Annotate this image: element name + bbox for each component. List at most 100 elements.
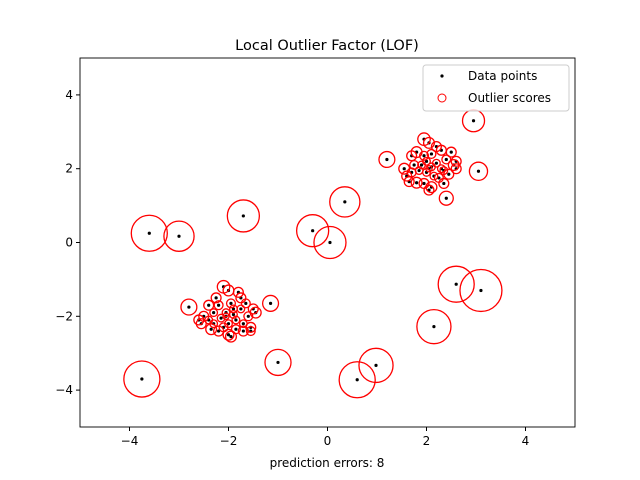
outlier-score-circle <box>329 186 361 218</box>
outlier-score-circle <box>245 326 256 337</box>
data-point <box>177 234 181 238</box>
data-point <box>476 169 481 173</box>
outlier-score-circle <box>230 324 241 335</box>
outlier-score-circle <box>222 312 230 321</box>
data-point <box>140 377 144 381</box>
outlier-score-circle <box>295 214 330 248</box>
outlier-score-circle <box>264 348 292 377</box>
x-tick-label: −2 <box>220 434 238 448</box>
data-point <box>241 322 245 326</box>
outlier-score-circle <box>238 319 248 329</box>
outlier-score-circle <box>441 154 452 165</box>
x-tick-label: 2 <box>423 434 431 448</box>
outlier-score-circle <box>358 347 394 384</box>
data-point <box>268 301 273 305</box>
outlier-score-circle <box>240 298 251 309</box>
outlier-score-circle <box>180 298 198 316</box>
data-point <box>385 157 389 162</box>
data-point <box>432 325 436 329</box>
outlier-score-circle <box>401 170 413 182</box>
data-point <box>212 311 216 315</box>
outlier-score-circle <box>209 319 219 329</box>
data-point <box>231 312 236 317</box>
x-tick-label: −4 <box>121 434 139 448</box>
outlier-score-circle <box>226 199 261 233</box>
data-point <box>402 167 406 171</box>
data-point <box>355 378 359 382</box>
data-point <box>429 152 434 156</box>
outlier-score-circle <box>438 190 454 206</box>
outlier-score-circle <box>425 164 433 173</box>
x-axis-label: prediction errors: 8 <box>270 456 385 470</box>
data-point <box>187 305 191 309</box>
outlier-score-circle <box>450 155 462 167</box>
outlier-score-circle <box>426 148 437 159</box>
outlier-score-circle <box>439 166 449 176</box>
y-tick-label: −2 <box>55 309 73 323</box>
data-point <box>214 296 218 300</box>
data-point <box>442 181 446 186</box>
outlier-score-circle <box>225 298 237 309</box>
data-point <box>419 163 424 167</box>
data-point <box>217 329 221 333</box>
data-point <box>422 154 426 158</box>
outlier-score-circle <box>213 325 225 337</box>
data-point <box>422 181 426 186</box>
outlier-score-circle <box>231 315 241 325</box>
outlier-score-circle <box>433 172 444 183</box>
data-point <box>343 200 347 204</box>
outlier-score-circle <box>205 323 218 336</box>
outlier-score-circle <box>378 150 396 169</box>
data-point <box>434 161 438 165</box>
outlier-score-circle <box>228 304 238 314</box>
outlier-score-circle <box>422 156 431 166</box>
y-tick-label: 4 <box>65 88 73 102</box>
outlier-score-circle <box>450 163 462 175</box>
legend-data-label: Data points <box>468 69 537 83</box>
outlier-score-circle <box>445 146 457 158</box>
data-point <box>207 303 211 307</box>
outlier-score-circle <box>313 225 347 260</box>
data-point <box>241 329 245 333</box>
outlier-score-circle <box>210 292 222 304</box>
data-point <box>217 303 221 307</box>
data-point <box>415 181 419 185</box>
data-point <box>229 301 233 305</box>
outlier-score-circle <box>130 214 168 252</box>
data-point <box>276 360 280 365</box>
outlier-score-circle <box>425 181 438 194</box>
outlier-score-circle <box>213 300 224 311</box>
outlier-score-circle <box>436 164 446 174</box>
outlier-score-circle <box>406 167 417 178</box>
y-tick-label: 0 <box>65 236 73 250</box>
outlier-score-circle <box>429 171 439 181</box>
data-point <box>239 307 243 311</box>
data-point <box>246 314 250 318</box>
chart-title: Local Outlier Factor (LOF) <box>235 38 419 54</box>
outlier-score-circle <box>243 311 254 322</box>
outlier-score-circle <box>437 265 475 303</box>
y-tick-label: 2 <box>65 162 73 176</box>
data-point <box>219 316 223 320</box>
outlier-score-circle <box>468 161 489 182</box>
outlier-score-circle <box>218 322 229 333</box>
legend-data-marker <box>440 74 444 78</box>
data-point <box>234 327 238 331</box>
data-point <box>226 333 231 337</box>
outlier-score-circle <box>459 268 503 313</box>
data-point <box>374 363 378 367</box>
outlier-score-circle <box>123 360 161 398</box>
data-point <box>241 214 245 218</box>
outlier-score-circle <box>338 361 376 399</box>
data-point <box>147 231 151 235</box>
data-point <box>444 157 448 162</box>
data-point <box>229 334 233 339</box>
data-point <box>444 196 448 200</box>
outlier-score-circle <box>163 220 195 252</box>
outlier-score-circle <box>209 308 219 318</box>
outlier-score-circle <box>222 328 235 341</box>
legend: Data points Outlier scores <box>422 64 570 112</box>
data-point <box>449 150 453 154</box>
